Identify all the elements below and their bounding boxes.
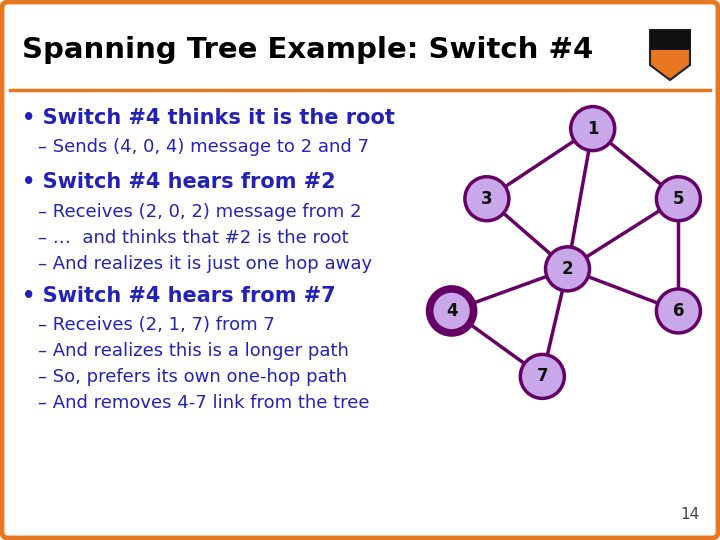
Circle shape — [465, 177, 509, 221]
Text: – So, prefers its own one-hop path: – So, prefers its own one-hop path — [38, 368, 347, 386]
Circle shape — [657, 177, 701, 221]
Text: 2: 2 — [562, 260, 573, 278]
Text: Spanning Tree Example: Switch #4: Spanning Tree Example: Switch #4 — [22, 36, 593, 64]
Text: 1: 1 — [587, 119, 598, 138]
Text: – Receives (2, 0, 2) message from 2: – Receives (2, 0, 2) message from 2 — [38, 203, 361, 221]
Text: 5: 5 — [672, 190, 684, 208]
Text: • Switch #4 hears from #2: • Switch #4 hears from #2 — [22, 172, 336, 192]
Text: – And realizes it is just one hop away: – And realizes it is just one hop away — [38, 255, 372, 273]
Text: 4: 4 — [446, 302, 457, 320]
FancyBboxPatch shape — [650, 30, 690, 50]
Polygon shape — [653, 52, 687, 66]
Text: 3: 3 — [481, 190, 492, 208]
Circle shape — [657, 289, 701, 333]
Text: • Switch #4 thinks it is the root: • Switch #4 thinks it is the root — [22, 108, 395, 128]
Circle shape — [546, 247, 590, 291]
Circle shape — [521, 354, 564, 399]
Text: 7: 7 — [536, 367, 548, 386]
Text: 6: 6 — [672, 302, 684, 320]
Circle shape — [571, 106, 615, 151]
Text: – And removes 4-7 link from the tree: – And removes 4-7 link from the tree — [38, 394, 369, 412]
Text: 14: 14 — [680, 507, 700, 522]
Text: – And realizes this is a longer path: – And realizes this is a longer path — [38, 342, 349, 360]
Text: • Switch #4 hears from #7: • Switch #4 hears from #7 — [22, 286, 336, 306]
Text: – Sends (4, 0, 4) message to 2 and 7: – Sends (4, 0, 4) message to 2 and 7 — [38, 138, 369, 156]
Text: – …  and thinks that #2 is the root: – … and thinks that #2 is the root — [38, 229, 348, 247]
Polygon shape — [650, 30, 690, 80]
Circle shape — [430, 289, 474, 333]
Text: – Receives (2, 1, 7) from 7: – Receives (2, 1, 7) from 7 — [38, 316, 275, 334]
